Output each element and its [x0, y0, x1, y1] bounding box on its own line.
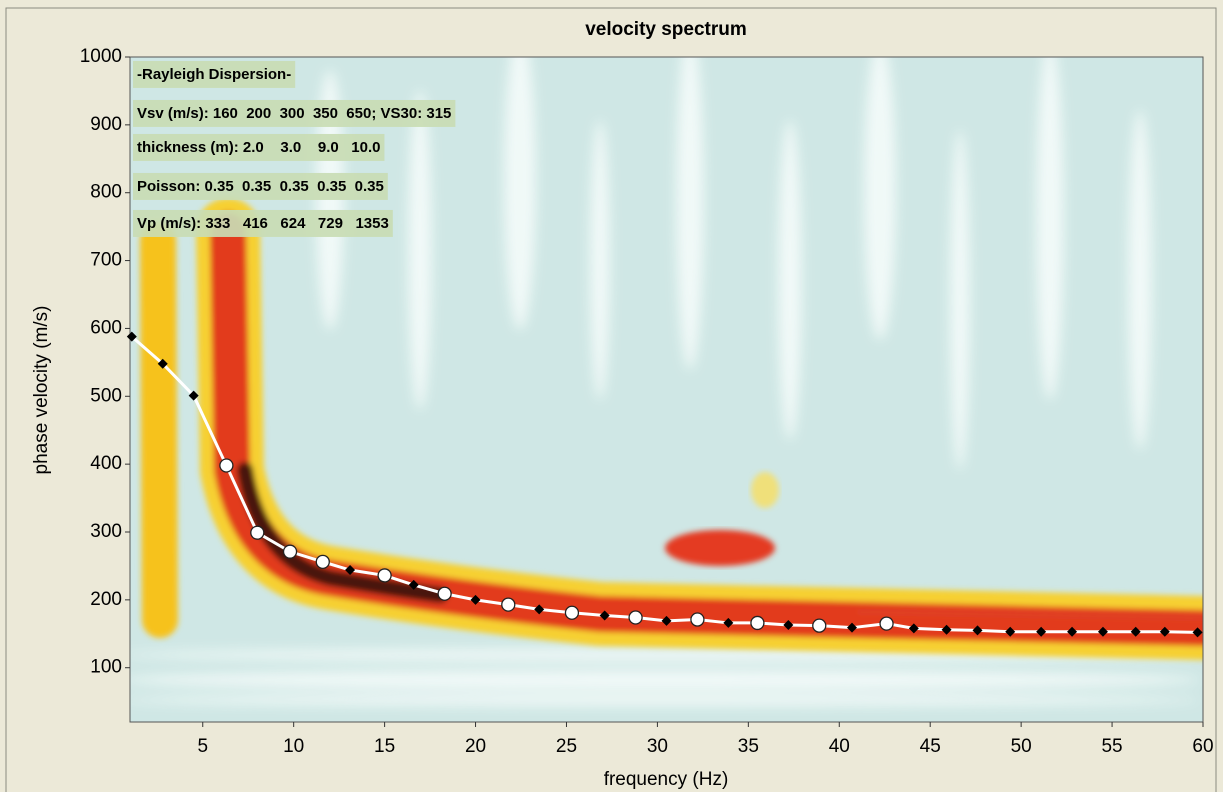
x-tick-label: 45 — [920, 736, 941, 757]
plot-frame — [129, 56, 1204, 723]
point-open — [564, 605, 580, 620]
x-tick-label: 25 — [556, 736, 577, 757]
x-tick-label: 15 — [374, 736, 395, 757]
point-diamond — [1036, 626, 1047, 637]
y-tick-label: 300 — [90, 521, 122, 542]
y-axis-label: phase velocity (m/s) — [31, 306, 52, 475]
x-tick-label: 20 — [465, 736, 486, 757]
x-tick-label: 60 — [1192, 736, 1213, 757]
point-diamond — [783, 619, 794, 630]
annotation-bg — [133, 133, 385, 161]
annotation-bg — [133, 209, 393, 237]
annotation: Poisson: 0.35 0.35 0.35 0.35 0.35 — [137, 178, 384, 195]
x-tick-label: 40 — [829, 736, 850, 757]
x-tick-label: 35 — [738, 736, 759, 757]
point-diamond — [408, 579, 419, 590]
x-tick-label: 55 — [1101, 736, 1122, 757]
point-open — [690, 612, 705, 627]
annotation-bg — [133, 172, 388, 200]
point-diamond — [941, 624, 952, 635]
point-open — [250, 525, 265, 540]
y-tick-label: 200 — [90, 589, 122, 610]
point-diamond — [534, 604, 545, 615]
y-tick-label: 800 — [90, 182, 122, 203]
point-open — [501, 597, 516, 612]
point-diamond — [972, 625, 983, 636]
point-diamond — [188, 390, 199, 401]
spectrum — [130, 57, 1203, 722]
x-tick-label: 50 — [1011, 736, 1032, 757]
annotation-bg — [133, 99, 456, 127]
x-tick-label: 5 — [197, 736, 208, 757]
y-tick-label: 100 — [90, 657, 122, 678]
point-diamond — [723, 617, 734, 628]
point-open — [879, 616, 894, 631]
point-diamond — [1159, 626, 1170, 637]
y-tick-label: 1000 — [80, 46, 122, 67]
point-diamond — [599, 610, 610, 621]
x-axis-label: frequency (Hz) — [604, 769, 729, 790]
point-diamond — [847, 622, 858, 633]
point-diamond — [1192, 627, 1203, 638]
blob — [751, 472, 779, 508]
point-diamond — [1130, 626, 1141, 637]
chart-title: velocity spectrum — [585, 19, 747, 40]
y-tick-label: 400 — [90, 453, 122, 474]
y-tick-label: 600 — [90, 317, 122, 338]
point-diamond — [470, 594, 481, 605]
point-open — [628, 610, 643, 625]
x-tick-label: 10 — [283, 736, 304, 757]
point-diamond — [1067, 626, 1078, 637]
y-tick-label: 500 — [90, 385, 122, 406]
point-open — [282, 544, 298, 559]
point-open — [750, 615, 765, 631]
annotation: Vsv (m/s): 160 200 300 350 650; VS30: 31… — [137, 105, 451, 122]
annotation: -Rayleigh Dispersion- — [137, 66, 291, 83]
annotation: thickness (m): 2.0 3.0 9.0 10.0 — [137, 139, 380, 156]
y-tick-label: 700 — [90, 250, 122, 271]
point-open — [377, 568, 392, 583]
point-open — [315, 554, 330, 570]
annotation-box: -Rayleigh Dispersion- Vsv (m/s): 160 200 … — [133, 60, 456, 237]
point-diamond — [1005, 626, 1016, 637]
point-diamond — [908, 623, 919, 634]
point-open — [219, 458, 234, 473]
x-tick-label: 30 — [647, 736, 668, 757]
point-diamond — [126, 331, 137, 342]
y-tick-label: 900 — [90, 114, 122, 135]
annotation-bg — [133, 60, 296, 88]
point-diamond — [1097, 626, 1108, 637]
point-diamond — [157, 358, 168, 369]
marks — [126, 331, 1203, 638]
point-open — [437, 586, 452, 601]
point-diamond — [345, 565, 356, 575]
blob — [665, 530, 775, 566]
point-open — [812, 618, 827, 633]
point-diamond — [661, 615, 672, 626]
annotation: Vp (m/s): 333 416 624 729 1353 — [137, 215, 389, 232]
